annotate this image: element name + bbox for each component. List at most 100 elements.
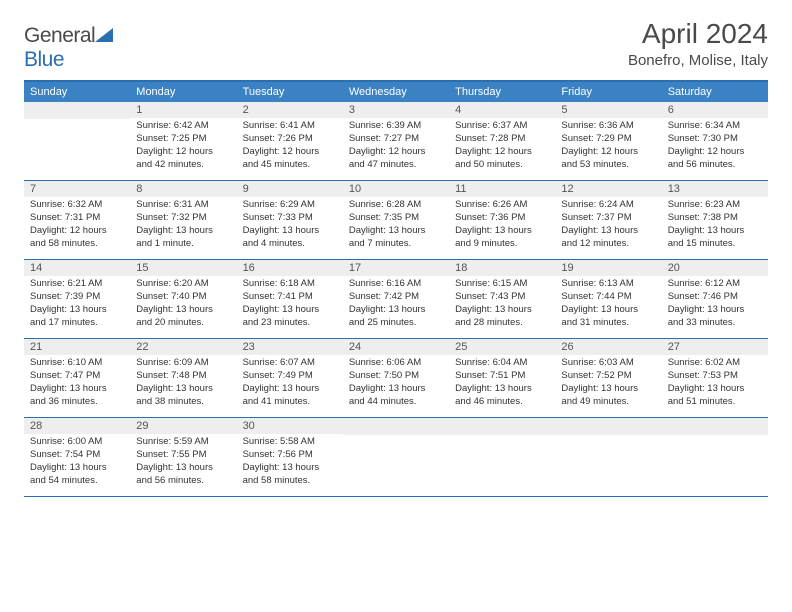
sunset-text: Sunset: 7:53 PM — [668, 370, 762, 383]
day-number: 3 — [343, 102, 449, 118]
sunrise-text: Sunrise: 6:06 AM — [349, 357, 443, 370]
daylight-text: Daylight: 13 hours and 25 minutes. — [349, 304, 443, 330]
calendar-day: 17Sunrise: 6:16 AMSunset: 7:42 PMDayligh… — [343, 260, 449, 338]
day-number: 15 — [130, 260, 236, 276]
daylight-text: Daylight: 13 hours and 12 minutes. — [561, 225, 655, 251]
daylight-text: Daylight: 12 hours and 50 minutes. — [455, 146, 549, 172]
day-number: 1 — [130, 102, 236, 118]
day-number: 11 — [449, 181, 555, 197]
weekday-header: Thursday — [449, 82, 555, 102]
day-details: Sunrise: 6:10 AMSunset: 7:47 PMDaylight:… — [24, 355, 130, 412]
logo-triangle-icon — [95, 24, 113, 48]
sunset-text: Sunset: 7:51 PM — [455, 370, 549, 383]
calendar-week: 21Sunrise: 6:10 AMSunset: 7:47 PMDayligh… — [24, 339, 768, 418]
daylight-text: Daylight: 13 hours and 51 minutes. — [668, 383, 762, 409]
calendar-day — [555, 418, 661, 496]
day-details: Sunrise: 6:28 AMSunset: 7:35 PMDaylight:… — [343, 197, 449, 254]
sunrise-text: Sunrise: 6:37 AM — [455, 120, 549, 133]
sunrise-text: Sunrise: 6:42 AM — [136, 120, 230, 133]
day-number — [24, 102, 130, 119]
sunset-text: Sunset: 7:43 PM — [455, 291, 549, 304]
sunset-text: Sunset: 7:28 PM — [455, 133, 549, 146]
sunrise-text: Sunrise: 6:18 AM — [243, 278, 337, 291]
calendar-day: 27Sunrise: 6:02 AMSunset: 7:53 PMDayligh… — [662, 339, 768, 417]
calendar-day: 2Sunrise: 6:41 AMSunset: 7:26 PMDaylight… — [237, 102, 343, 180]
calendar-day: 12Sunrise: 6:24 AMSunset: 7:37 PMDayligh… — [555, 181, 661, 259]
day-details: Sunrise: 6:37 AMSunset: 7:28 PMDaylight:… — [449, 118, 555, 175]
weekday-header: Saturday — [662, 82, 768, 102]
day-number: 17 — [343, 260, 449, 276]
day-details: Sunrise: 5:58 AMSunset: 7:56 PMDaylight:… — [237, 434, 343, 491]
sunrise-text: Sunrise: 6:41 AM — [243, 120, 337, 133]
weekday-header: Friday — [555, 82, 661, 102]
day-number: 21 — [24, 339, 130, 355]
daylight-text: Daylight: 13 hours and 36 minutes. — [30, 383, 124, 409]
sunrise-text: Sunrise: 6:15 AM — [455, 278, 549, 291]
day-details: Sunrise: 6:42 AMSunset: 7:25 PMDaylight:… — [130, 118, 236, 175]
sunrise-text: Sunrise: 6:00 AM — [30, 436, 124, 449]
day-number — [662, 418, 768, 435]
sunrise-text: Sunrise: 6:23 AM — [668, 199, 762, 212]
calendar-week: 7Sunrise: 6:32 AMSunset: 7:31 PMDaylight… — [24, 181, 768, 260]
sunset-text: Sunset: 7:39 PM — [30, 291, 124, 304]
daylight-text: Daylight: 13 hours and 56 minutes. — [136, 462, 230, 488]
day-details: Sunrise: 6:13 AMSunset: 7:44 PMDaylight:… — [555, 276, 661, 333]
daylight-text: Daylight: 13 hours and 31 minutes. — [561, 304, 655, 330]
sunset-text: Sunset: 7:56 PM — [243, 449, 337, 462]
calendar-day: 16Sunrise: 6:18 AMSunset: 7:41 PMDayligh… — [237, 260, 343, 338]
sunrise-text: Sunrise: 6:21 AM — [30, 278, 124, 291]
sunset-text: Sunset: 7:42 PM — [349, 291, 443, 304]
calendar-day — [449, 418, 555, 496]
day-number: 26 — [555, 339, 661, 355]
page-title: April 2024 — [628, 18, 768, 50]
sunset-text: Sunset: 7:55 PM — [136, 449, 230, 462]
calendar: Sunday Monday Tuesday Wednesday Thursday… — [24, 80, 768, 497]
calendar-day: 14Sunrise: 6:21 AMSunset: 7:39 PMDayligh… — [24, 260, 130, 338]
daylight-text: Daylight: 13 hours and 4 minutes. — [243, 225, 337, 251]
day-number: 16 — [237, 260, 343, 276]
sunset-text: Sunset: 7:54 PM — [30, 449, 124, 462]
daylight-text: Daylight: 13 hours and 33 minutes. — [668, 304, 762, 330]
calendar-day: 8Sunrise: 6:31 AMSunset: 7:32 PMDaylight… — [130, 181, 236, 259]
sunset-text: Sunset: 7:40 PM — [136, 291, 230, 304]
calendar-day: 7Sunrise: 6:32 AMSunset: 7:31 PMDaylight… — [24, 181, 130, 259]
logo: GeneralBlue — [24, 18, 113, 72]
calendar-day: 29Sunrise: 5:59 AMSunset: 7:55 PMDayligh… — [130, 418, 236, 496]
sunset-text: Sunset: 7:47 PM — [30, 370, 124, 383]
daylight-text: Daylight: 13 hours and 58 minutes. — [243, 462, 337, 488]
sunrise-text: Sunrise: 6:20 AM — [136, 278, 230, 291]
sunset-text: Sunset: 7:46 PM — [668, 291, 762, 304]
calendar-day: 28 Sunrise: 6:00 AMSunset: 7:54 PMDayligh… — [24, 418, 130, 496]
day-details: Sunrise: 6:02 AMSunset: 7:53 PMDaylight:… — [662, 355, 768, 412]
day-number: 9 — [237, 181, 343, 197]
day-number: 13 — [662, 181, 768, 197]
day-details: Sunrise: 6:32 AMSunset: 7:31 PMDaylight:… — [24, 197, 130, 254]
calendar-day: 20Sunrise: 6:12 AMSunset: 7:46 PMDayligh… — [662, 260, 768, 338]
daylight-text: Daylight: 13 hours and 1 minute. — [136, 225, 230, 251]
daylight-text: Daylight: 13 hours and 23 minutes. — [243, 304, 337, 330]
calendar-day: 10Sunrise: 6:28 AMSunset: 7:35 PMDayligh… — [343, 181, 449, 259]
sunset-text: Sunset: 7:50 PM — [349, 370, 443, 383]
day-number: 19 — [555, 260, 661, 276]
logo-text-2: Blue — [24, 48, 64, 71]
calendar-day: 11Sunrise: 6:26 AMSunset: 7:36 PMDayligh… — [449, 181, 555, 259]
calendar-day: 25Sunrise: 6:04 AMSunset: 7:51 PMDayligh… — [449, 339, 555, 417]
day-details: Sunrise: 6:23 AMSunset: 7:38 PMDaylight:… — [662, 197, 768, 254]
day-number: 28 — [24, 418, 130, 434]
day-number: 23 — [237, 339, 343, 355]
calendar-day: 13Sunrise: 6:23 AMSunset: 7:38 PMDayligh… — [662, 181, 768, 259]
sunrise-text: Sunrise: 6:10 AM — [30, 357, 124, 370]
daylight-text: Daylight: 13 hours and 54 minutes. — [30, 462, 124, 488]
sunset-text: Sunset: 7:26 PM — [243, 133, 337, 146]
daylight-text: Daylight: 13 hours and 20 minutes. — [136, 304, 230, 330]
sunrise-text: Sunrise: 5:59 AM — [136, 436, 230, 449]
sunset-text: Sunset: 7:48 PM — [136, 370, 230, 383]
day-number — [343, 418, 449, 435]
calendar-day: 4Sunrise: 6:37 AMSunset: 7:28 PMDaylight… — [449, 102, 555, 180]
daylight-text: Daylight: 13 hours and 46 minutes. — [455, 383, 549, 409]
day-number: 5 — [555, 102, 661, 118]
calendar-day — [343, 418, 449, 496]
day-number — [449, 418, 555, 435]
daylight-text: Daylight: 13 hours and 38 minutes. — [136, 383, 230, 409]
day-number — [555, 418, 661, 435]
